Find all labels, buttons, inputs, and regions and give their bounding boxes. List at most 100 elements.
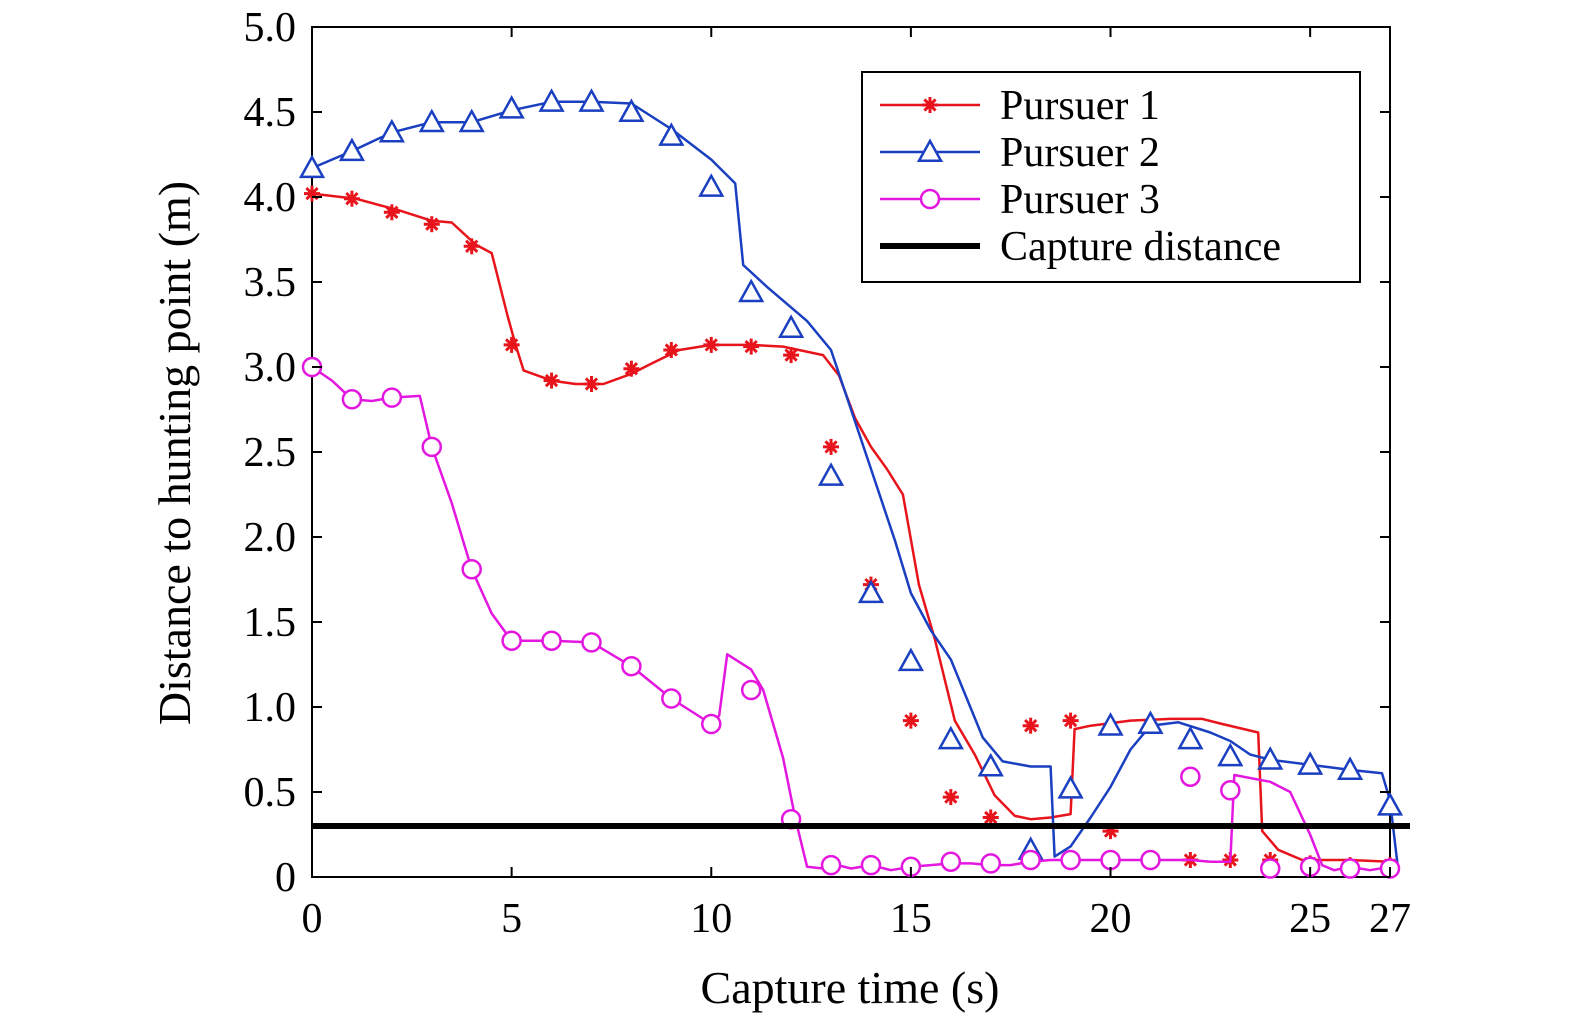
legend-label-pursuer-3: Pursuer 3 [1000,177,1160,223]
data-point-pursuer-2 [937,725,964,750]
data-point-pursuer-3 [740,679,762,701]
legend-label-capture-distance: Capture distance [1000,224,1281,270]
data-point-pursuer-2 [578,88,605,112]
data-point-pursuer-2 [897,647,925,672]
data-point-pursuer-3 [701,713,722,735]
legend-marker-pursuer-2 [916,138,944,163]
data-point-pursuer-3 [1140,849,1161,871]
y-tick-label: 3.0 [244,345,297,391]
y-tick-label: 4.5 [244,90,297,136]
data-point-pursuer-2 [498,95,525,119]
data-point-pursuer-2 [1217,742,1244,767]
data-point-pursuer-3 [621,655,642,677]
data-point-pursuer-2 [418,108,445,133]
data-point-pursuer-3 [541,630,562,651]
data-point-pursuer-3 [501,630,522,651]
data-point-pursuer-1 [982,809,999,826]
data-point-pursuer-2 [1336,756,1364,780]
x-tick-label: 10 [690,896,732,942]
data-point-pursuer-2 [1257,746,1284,770]
y-tick-label: 2.0 [244,515,297,561]
data-point-pursuer-3 [581,632,602,653]
data-point-pursuer-1 [902,712,919,729]
x-axis-label: Capture time (s) [701,962,1000,1013]
data-point-pursuer-2 [618,98,645,123]
data-point-pursuer-1 [823,438,840,455]
data-point-pursuer-3 [1339,858,1361,879]
data-point-pursuer-1 [503,336,520,353]
data-point-pursuer-2 [1137,710,1164,735]
data-point-pursuer-3 [421,436,443,458]
data-point-pursuer-2 [1376,792,1404,816]
data-point-pursuer-2 [458,108,485,133]
data-point-pursuer-1 [703,336,720,353]
data-point-pursuer-2 [378,118,405,143]
series-line-pursuer-3 [311,365,1391,872]
y-tick-label: 4.0 [244,175,297,221]
y-tick-label: 0 [275,855,296,901]
data-point-pursuer-2 [777,314,805,338]
data-point-pursuer-3 [980,853,1001,874]
data-point-pursuer-3 [1259,858,1281,879]
series-line-pursuer-1 [311,192,1391,863]
data-point-pursuer-1 [1022,717,1039,734]
data-point-pursuer-1 [743,338,760,355]
y-tick-label: 2.5 [244,430,297,476]
data-point-pursuer-1 [304,185,320,202]
data-point-pursuer-2 [817,462,845,486]
data-point-pursuer-3 [381,387,403,408]
data-point-pursuer-1 [663,342,680,358]
data-point-pursuer-3 [1060,849,1081,871]
series-pursuer-3 [301,356,1401,879]
y-axis-label: Distance to hunting point (m) [149,181,200,725]
data-point-pursuer-3 [461,559,482,580]
data-point-pursuer-3 [940,851,962,872]
data-point-pursuer-3 [860,854,882,876]
x-tick-label: 15 [890,896,932,942]
data-point-pursuer-2 [298,154,326,179]
legend-label-pursuer-2: Pursuer 2 [1000,130,1160,176]
data-point-pursuer-2 [738,278,765,303]
data-point-pursuer-1 [423,216,440,233]
x-tick-label: 20 [1090,896,1132,942]
data-point-pursuer-1 [543,372,560,389]
data-point-pursuer-1 [623,360,640,377]
data-point-pursuer-2 [658,122,685,146]
y-tick-label: 3.5 [244,260,297,306]
y-tick-label: 1.0 [244,685,297,731]
data-point-pursuer-2 [1097,712,1124,736]
y-tick-label: 0.5 [244,770,297,816]
data-point-pursuer-3 [820,854,842,876]
x-tick-label: 5 [501,896,522,942]
data-point-pursuer-2 [1297,751,1324,775]
y-tick-label: 1.5 [244,600,297,646]
data-point-pursuer-2 [1177,725,1204,750]
data-point-pursuer-3 [1220,780,1241,801]
data-point-pursuer-3 [341,389,363,410]
data-point-pursuer-1 [783,347,800,364]
legend-label-pursuer-1: Pursuer 1 [1000,83,1160,129]
data-point-pursuer-1 [343,190,360,207]
series-pursuer-1 [304,185,1398,874]
data-point-pursuer-1 [583,376,600,392]
legend-marker-pursuer-1 [922,97,938,113]
data-point-pursuer-1 [942,789,959,806]
data-point-pursuer-2 [538,88,565,112]
data-point-pursuer-3 [661,688,682,709]
data-point-pursuer-3 [1100,849,1121,871]
data-point-pursuer-2 [698,173,725,197]
data-point-pursuer-1 [1062,712,1079,729]
x-tick-label: 0 [302,896,323,942]
data-point-pursuer-2 [977,752,1004,777]
data-point-pursuer-1 [463,238,480,255]
data-point-pursuer-2 [1057,775,1084,799]
y-tick-label: 5.0 [244,5,297,51]
data-point-pursuer-1 [383,204,400,221]
data-point-pursuer-2 [338,137,366,162]
x-tick-label: 25 [1289,896,1331,942]
x-tick-label: 27 [1369,896,1411,942]
data-point-pursuer-3 [1020,849,1041,871]
